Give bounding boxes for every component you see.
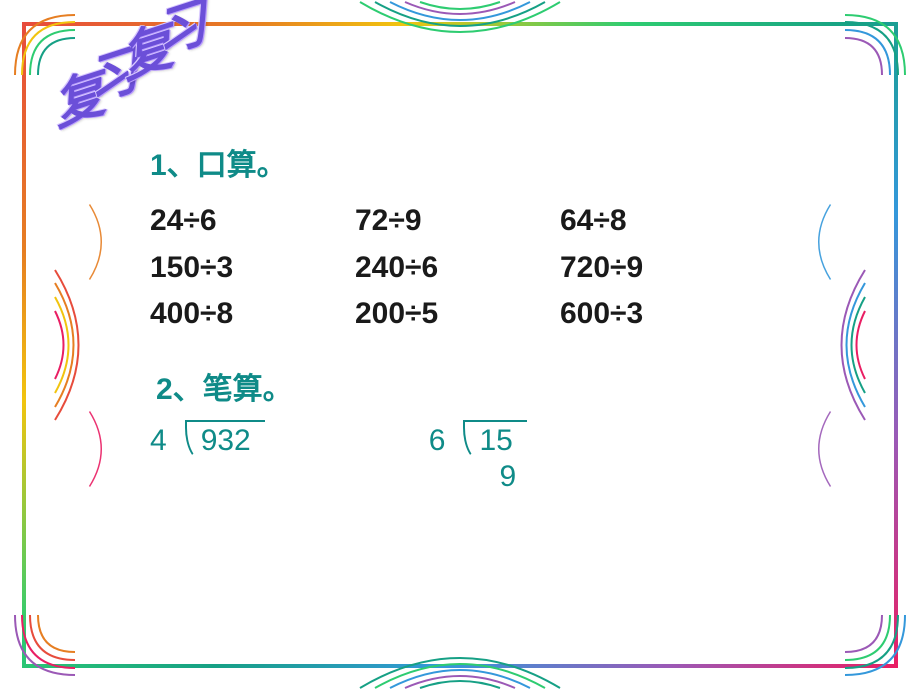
problem-row: 400÷8 200÷5 600÷3: [150, 291, 830, 338]
corner-ornament-icon: [10, 610, 80, 680]
calligraphy-char: 复: [49, 66, 103, 137]
problem-row: 24÷6 72÷9 64÷8: [150, 198, 830, 245]
dividend-box: 15 9: [465, 422, 520, 458]
problem-cell: 72÷9: [355, 198, 560, 245]
problem-cell: 150÷3: [150, 245, 355, 292]
dividend: 15: [479, 424, 512, 457]
corner-ornament-icon: [840, 10, 910, 80]
dividend-continued: 9: [499, 460, 516, 494]
calligraphy-char: 习: [152, 0, 206, 66]
edge-ornament-icon: [86, 409, 111, 489]
edge-ornament-icon: [47, 265, 97, 425]
dividend: 932: [201, 424, 251, 457]
section1-heading: 1、口算。: [150, 140, 830, 184]
problem-cell: 24÷6: [150, 198, 355, 245]
problem-cell: 240÷6: [355, 245, 560, 292]
long-division-problem: 6 15 9: [429, 422, 521, 458]
problem-cell: 64÷8: [560, 198, 765, 245]
dividend-box: 932: [187, 422, 259, 458]
divisor: 6: [429, 422, 446, 458]
corner-ornament-icon: [840, 610, 910, 680]
long-division-row: 4 932 6 15 9: [150, 422, 830, 458]
problem-cell: 720÷9: [560, 245, 765, 292]
long-division-bracket-icon: [463, 420, 481, 462]
problem-cell: 600÷3: [560, 291, 765, 338]
calligraphy-char: 习: [84, 43, 138, 114]
divisor: 4: [150, 422, 167, 458]
edge-ornament-icon: [350, 0, 570, 52]
edge-ornament-icon: [350, 638, 570, 690]
long-division-bracket-icon: [185, 420, 203, 462]
decorative-title: 复习复习: [51, 32, 233, 130]
long-division-problem: 4 932: [150, 422, 259, 458]
problem-cell: 400÷8: [150, 291, 355, 338]
calligraphy-char: 复: [118, 19, 172, 90]
content-area: 1、口算。 24÷6 72÷9 64÷8 150÷3 240÷6 720÷9 4…: [150, 140, 830, 458]
edge-ornament-icon: [86, 202, 111, 282]
section2-heading: 2、笔算。: [156, 364, 830, 408]
corner-ornament-icon: [10, 10, 80, 80]
problem-row: 150÷3 240÷6 720÷9: [150, 245, 830, 292]
mental-math-grid: 24÷6 72÷9 64÷8 150÷3 240÷6 720÷9 400÷8 2…: [150, 198, 830, 338]
problem-cell: 200÷5: [355, 291, 560, 338]
edge-ornament-icon: [823, 265, 873, 425]
